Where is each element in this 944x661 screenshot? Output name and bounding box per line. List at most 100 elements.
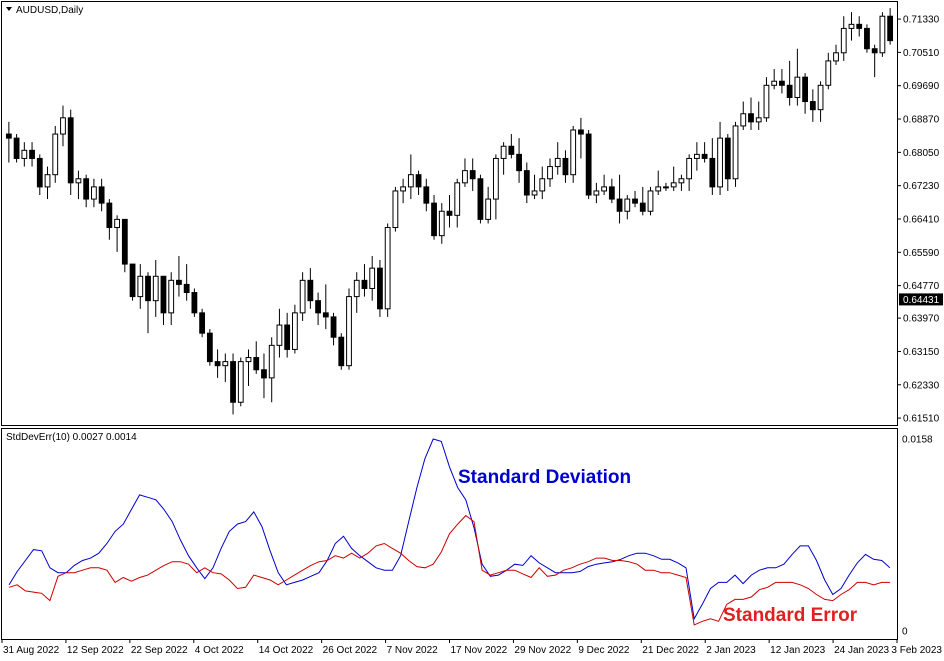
candle-body-up	[438, 210, 445, 237]
candle-body-down	[160, 275, 167, 314]
candle	[701, 142, 708, 163]
candle	[145, 272, 151, 334]
candle	[477, 174, 484, 224]
candle-body-down	[523, 170, 530, 196]
candle	[492, 154, 499, 220]
candle	[338, 333, 345, 370]
candle	[802, 73, 808, 114]
candle-body-down	[887, 15, 894, 42]
candle-body-up	[492, 157, 499, 200]
candle	[655, 170, 662, 196]
candle-body-up	[570, 129, 577, 176]
candle-body-up	[833, 52, 839, 62]
candle-body-down	[214, 361, 221, 367]
candle-body-down	[191, 292, 198, 314]
candle-body-down	[709, 157, 716, 188]
candle-body-down	[748, 113, 754, 123]
triangle-down-icon[interactable]	[6, 7, 12, 11]
candle-body-up	[531, 190, 538, 196]
candle-body-up	[794, 76, 801, 98]
candle	[75, 170, 82, 200]
candle-body-up	[740, 113, 747, 127]
candle	[786, 60, 793, 106]
current-price-marker: 0.64431	[899, 293, 943, 306]
candle-body-up	[624, 198, 631, 212]
candle	[191, 288, 198, 317]
candle-body-down	[608, 186, 615, 200]
date-tick-label: 12 Sep 2022	[67, 645, 124, 656]
candle	[176, 255, 182, 297]
candle-body-down	[415, 174, 422, 188]
candle-body-up	[114, 218, 120, 229]
candle-body-down	[585, 133, 592, 196]
candle	[562, 150, 569, 183]
candle	[199, 308, 206, 338]
candle	[809, 89, 816, 122]
candle	[52, 125, 59, 183]
candle	[346, 288, 352, 370]
price-axis: 0.71330 0.70510 0.69690 0.68870 0.68050 0.672…	[897, 15, 940, 425]
candle-body-up	[245, 357, 252, 363]
candle	[291, 304, 298, 354]
candle	[261, 353, 267, 399]
candle	[237, 357, 244, 407]
candle	[13, 134, 20, 163]
price-tick-label: 0.62330	[903, 380, 940, 391]
candle-body-down	[29, 149, 35, 159]
candle-body-down	[616, 198, 623, 212]
candle-body-up	[384, 227, 391, 310]
candle	[748, 97, 754, 130]
candle	[856, 16, 863, 37]
candle-body-down	[423, 186, 430, 204]
candle-body-up	[840, 27, 847, 54]
candle	[624, 195, 631, 220]
candle	[222, 353, 229, 382]
candle	[763, 77, 770, 122]
candle-body-down	[5, 133, 12, 139]
candle	[137, 264, 144, 309]
candle	[276, 308, 283, 358]
candle	[160, 275, 167, 326]
candle	[663, 182, 669, 191]
candle-body-up	[825, 60, 832, 86]
candle	[106, 199, 113, 240]
candle-body-down	[856, 23, 863, 29]
candle	[330, 312, 337, 346]
candle-body-down	[176, 279, 182, 285]
candle-body-down	[639, 202, 646, 212]
candle	[608, 178, 615, 204]
candle-body-up	[771, 80, 778, 86]
indicator-tick-label: 0.0158	[902, 435, 933, 446]
candle	[5, 121, 12, 163]
candle-body-up	[670, 182, 677, 188]
candle	[183, 264, 190, 301]
candle	[724, 134, 731, 191]
candle	[817, 81, 824, 122]
candle	[230, 353, 236, 415]
candle-body-up	[237, 361, 244, 403]
candle	[454, 178, 461, 228]
candle	[369, 255, 376, 301]
candle	[168, 272, 175, 326]
candle	[152, 260, 159, 317]
candle	[717, 121, 723, 196]
candle-body-down	[36, 157, 43, 188]
date-tick-label: 4 Oct 2022	[195, 645, 244, 656]
candle-body-up	[763, 84, 770, 119]
candle-body-up	[91, 186, 97, 200]
candle	[315, 292, 321, 326]
candle-body-down	[98, 186, 105, 204]
candle-body-up	[268, 344, 275, 379]
candle	[616, 174, 623, 224]
candle	[570, 125, 577, 183]
price-tick-label: 0.68050	[903, 148, 940, 159]
candle-body-down	[446, 210, 453, 216]
date-tick-label: 3 Feb 2023	[891, 645, 942, 656]
date-axis: 31 Aug 2022 12 Sep 2022 22 Sep 2022 4 Oct 2…	[1, 639, 942, 656]
candle-body-down	[129, 263, 136, 298]
candle-body-down	[508, 145, 515, 155]
candle-body-up	[462, 170, 468, 184]
candlestick-series	[5, 8, 894, 415]
candle-body-down	[106, 202, 113, 229]
candle	[647, 186, 654, 216]
